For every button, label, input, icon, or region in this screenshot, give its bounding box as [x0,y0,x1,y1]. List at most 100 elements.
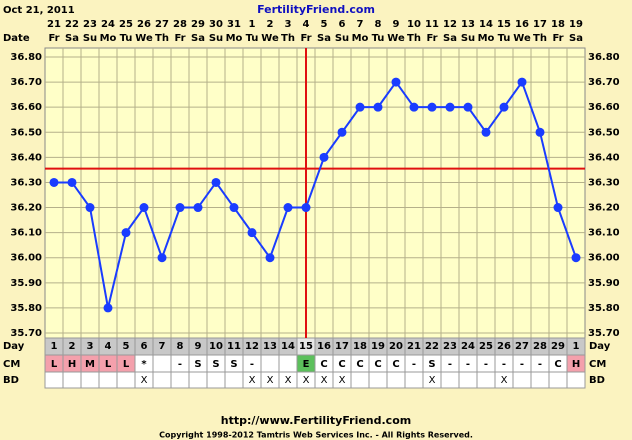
bd-cell [170,371,190,389]
bd-label: X [501,375,508,386]
y-tick-label-right: 36.70 [588,77,620,88]
cm-label: L [51,359,58,370]
temperature-point [535,127,545,137]
cm-cell [152,354,172,373]
cm-label: C [338,359,345,370]
cm-label: - [538,359,542,370]
day-label: 13 [263,341,277,352]
temperature-point [121,228,131,238]
date-label: 22 [65,19,79,30]
bd-cell [44,371,64,389]
bd-cell [350,371,370,389]
day-label: 29 [551,341,565,352]
weekday-label: Mo [352,33,369,44]
cm-label: S [212,359,219,370]
date-label: 30 [209,19,223,30]
cm-label: M [85,359,95,370]
cm-label: H [572,359,580,370]
bd-label: X [339,375,346,386]
weekday-label: Mo [226,33,243,44]
date-label: 12 [443,19,457,30]
day-label: 14 [281,341,295,352]
day-label: 21 [407,341,421,352]
bd-row-label-right: BD [589,375,605,386]
cm-label: * [141,359,147,370]
y-tick-label: 36.40 [10,152,42,163]
date-label: 5 [321,19,328,30]
weekday-label: Fr [174,33,185,44]
weekday-label: Th [155,33,169,44]
y-tick-label-right: 36.50 [588,127,620,138]
y-tick-label: 36.80 [10,52,42,63]
weekday-label: Mo [478,33,495,44]
y-tick-label-right: 35.70 [588,328,620,339]
bd-label: X [321,375,328,386]
bd-cell [530,371,550,389]
date-label: 31 [227,19,241,30]
bd-cell [80,371,100,389]
date-label: 24 [101,19,115,30]
temperature-point [427,102,437,112]
temperature-point [337,127,347,137]
day-row-label: Day [3,341,25,352]
day-label: 18 [353,341,367,352]
weekday-label: Tu [246,33,259,44]
date-label: 29 [191,19,205,30]
cm-label: - [178,359,182,370]
temperature-point [283,203,293,213]
y-tick-label-right: 36.80 [588,52,620,63]
day-label: 5 [123,341,130,352]
day-label: 10 [209,341,223,352]
day-label: 22 [425,341,439,352]
bd-cell [440,371,460,389]
temperature-point [49,177,59,187]
weekday-label: Tu [498,33,511,44]
temperature-point [517,77,527,87]
weekday-label: Th [281,33,295,44]
day-label: 7 [159,341,166,352]
weekday-label: Tu [120,33,133,44]
temperature-point [445,102,455,112]
date-label: 15 [497,19,511,30]
weekday-label: Su [83,33,97,44]
day-label: 6 [141,341,148,352]
temperature-point [571,253,581,263]
date-label: 4 [303,19,310,30]
bd-cell [476,371,496,389]
weekday-label: Sa [317,33,331,44]
day-label: 16 [317,341,331,352]
temperature-point [355,102,365,112]
bd-label: X [141,375,148,386]
bd-label: X [267,375,274,386]
bd-cell [386,371,406,389]
cm-label: L [123,359,130,370]
day-label: 26 [497,341,511,352]
day-label: 12 [245,341,259,352]
y-tick-label: 35.80 [10,303,42,314]
date-label: 26 [137,19,151,30]
day-label: 25 [479,341,493,352]
y-tick-label: 36.50 [10,127,42,138]
cm-label: C [554,359,561,370]
y-tick-label-right: 36.30 [588,177,620,188]
day-label: 19 [371,341,385,352]
day-label: 20 [389,341,403,352]
cm-label: - [466,359,470,370]
temperature-point [67,177,77,187]
weekday-label: Sa [65,33,79,44]
bd-cell [566,371,586,389]
day-label: 8 [177,341,184,352]
date-label: 9 [393,19,400,30]
temperature-point [229,203,239,213]
y-tick-label-right: 36.40 [588,152,620,163]
date-label: 19 [569,19,583,30]
bd-cell [512,371,532,389]
cm-label: C [374,359,381,370]
bd-cell [98,371,118,389]
weekday-label: We [513,33,531,44]
temperature-point [553,203,563,213]
weekday-label: Su [209,33,223,44]
day-label: 9 [195,341,202,352]
date-label: 7 [357,19,364,30]
